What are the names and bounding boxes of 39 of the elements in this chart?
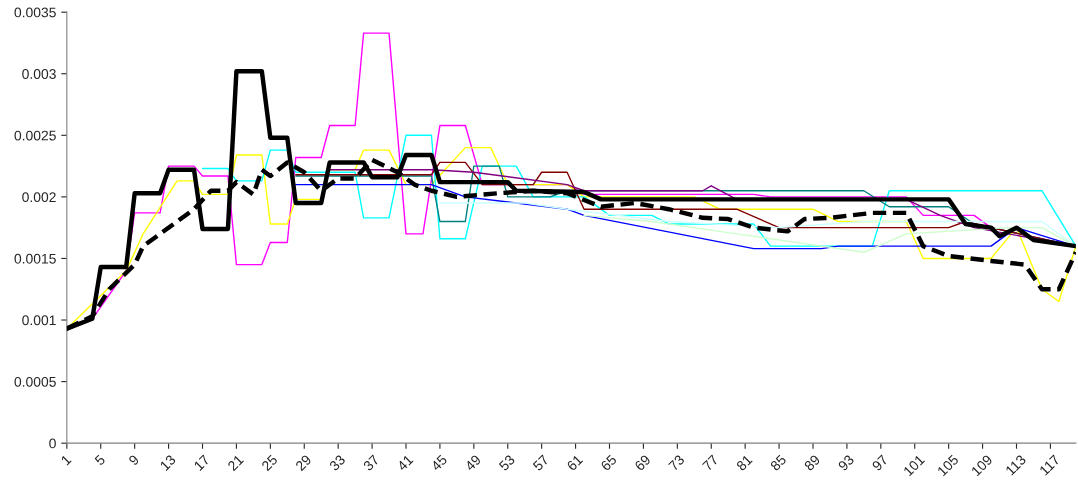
x-tick-label: 13: [159, 454, 177, 471]
x-tick-label: 41: [396, 454, 414, 472]
x-tick-label: 29: [294, 454, 312, 472]
x-tick-label: 21: [227, 454, 244, 472]
x-tick-label: 113: [1005, 454, 1027, 476]
x-tick-label: 9: [128, 454, 140, 466]
y-tick-label: 0.0005: [14, 376, 56, 387]
x-tick-label: 33: [328, 454, 346, 472]
x-tick-label: 61: [566, 454, 584, 472]
y-tick-label: 0.003: [22, 69, 56, 79]
x-tick-label: 117: [1039, 454, 1061, 476]
x-tick-label: 57: [532, 454, 550, 472]
x-tick-label: 77: [702, 454, 719, 472]
y-tick-label: 0.001: [22, 315, 56, 326]
x-tick-label: 93: [837, 454, 855, 472]
x-tick-label: 81: [735, 454, 753, 472]
x-tick-label: 17: [193, 454, 211, 471]
y-tick-label: 0: [49, 438, 56, 449]
x-tick-label: 89: [803, 454, 821, 472]
y-tick-label: 0.002: [22, 192, 56, 203]
x-tick-label: 37: [362, 454, 380, 472]
x-tick-label: 69: [634, 454, 652, 472]
x-tick-label: 105: [936, 454, 960, 477]
x-tick-label: 45: [430, 454, 448, 472]
x-tick-label: 101: [902, 454, 926, 477]
line-series: [201, 134, 1076, 247]
x-tick-label: 25: [261, 454, 279, 472]
x-tick-label: 109: [970, 454, 993, 477]
y-tick-label: 0.0025: [14, 130, 56, 141]
x-tick-label: 85: [769, 454, 787, 472]
x-tick-label: 49: [464, 454, 482, 472]
x-tick-label: 73: [668, 454, 685, 472]
x-tick-label: 97: [871, 454, 889, 472]
x-tick-label: 53: [498, 454, 516, 472]
x-tick-label: 5: [94, 454, 106, 466]
x-tick-label: 65: [600, 454, 618, 472]
y-tick-label: 0.0035: [14, 7, 56, 18]
y-tick-label: 0.0015: [14, 253, 56, 264]
x-tick-label: 1: [60, 454, 72, 466]
